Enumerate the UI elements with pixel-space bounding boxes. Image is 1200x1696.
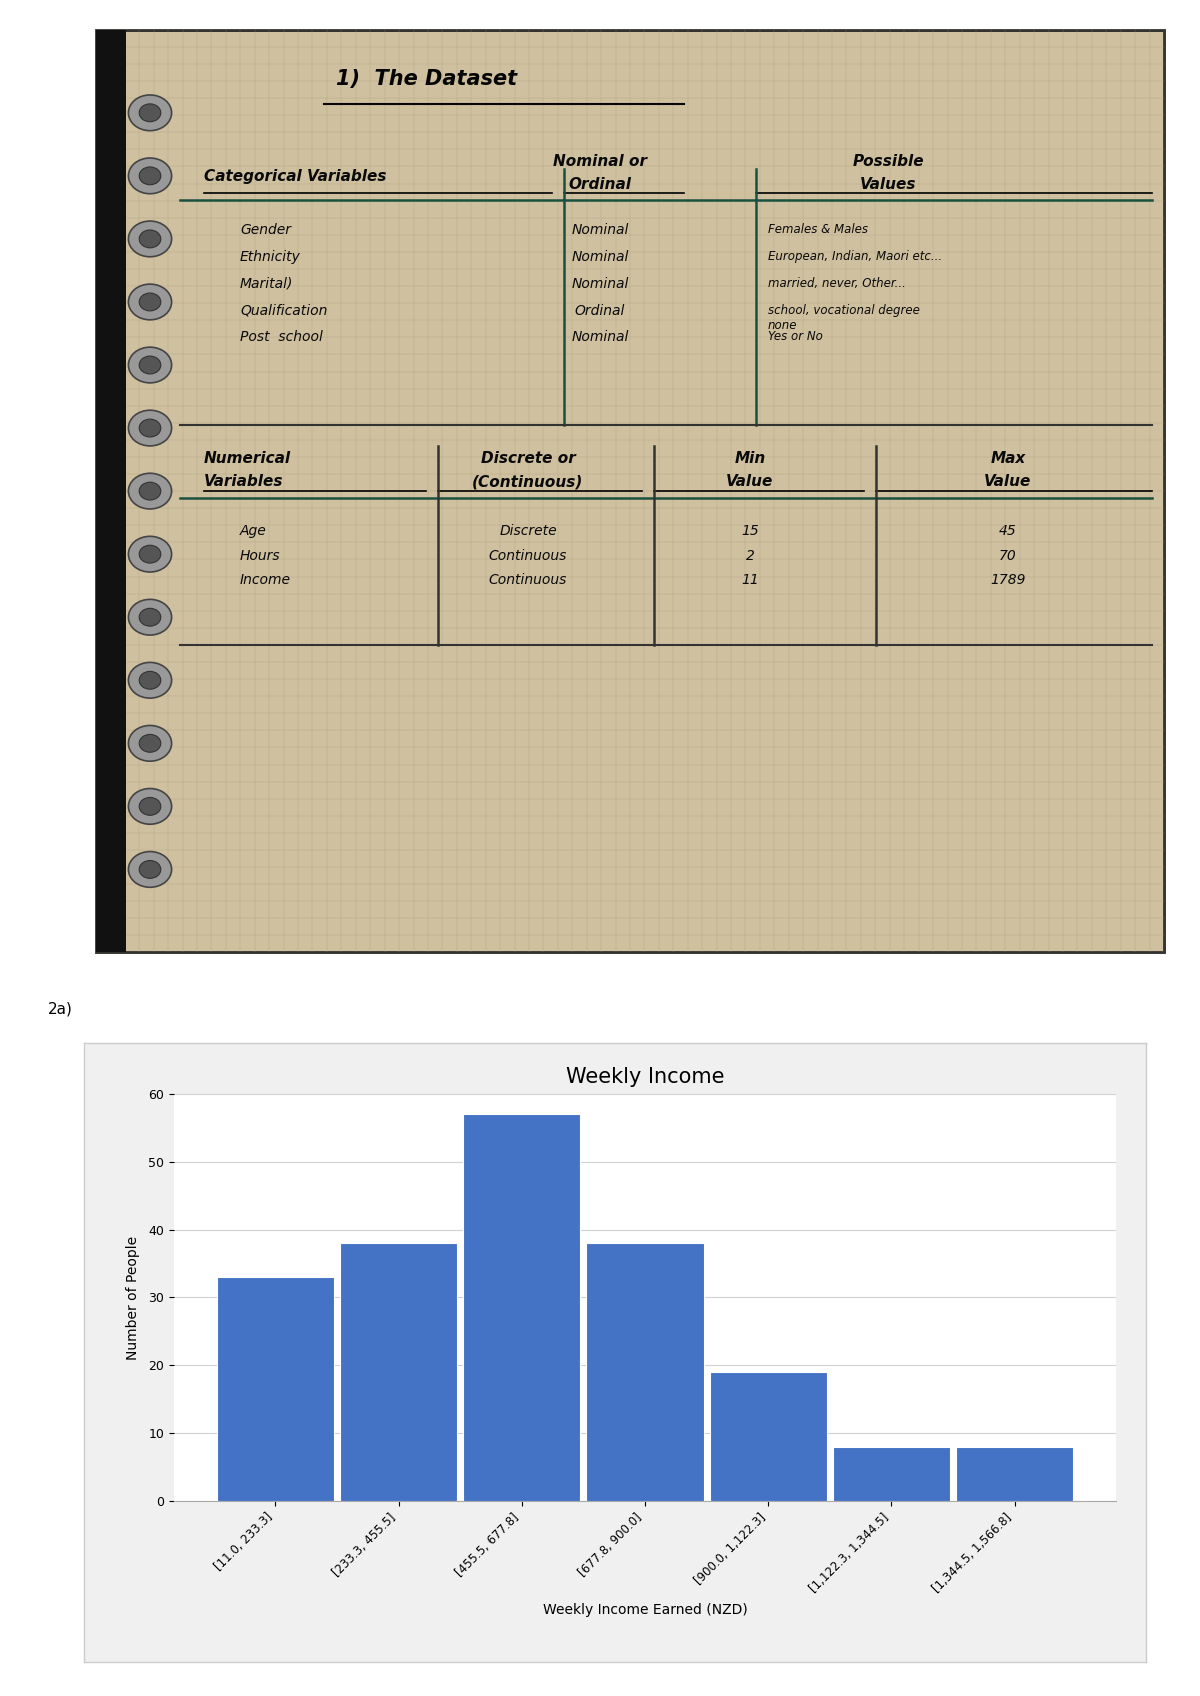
Bar: [463, 1114, 581, 1501]
Text: Females & Males: Females & Males: [768, 224, 868, 236]
Text: 1)  The Dataset: 1) The Dataset: [336, 70, 517, 90]
Circle shape: [139, 544, 161, 563]
Y-axis label: Number of People: Number of People: [126, 1235, 140, 1360]
Text: 1789: 1789: [990, 573, 1026, 587]
Bar: [709, 1372, 827, 1501]
Bar: [587, 1243, 703, 1501]
Text: Marital): Marital): [240, 276, 293, 290]
Bar: [833, 1447, 950, 1501]
Text: Age: Age: [240, 524, 266, 538]
Circle shape: [139, 293, 161, 310]
Bar: [956, 1447, 1073, 1501]
Bar: [217, 1277, 334, 1501]
Circle shape: [139, 609, 161, 626]
Text: married, never, Other...: married, never, Other...: [768, 276, 906, 290]
Circle shape: [128, 410, 172, 446]
Circle shape: [128, 663, 172, 699]
Text: Post  school: Post school: [240, 331, 323, 344]
Text: Values: Values: [859, 176, 917, 192]
Circle shape: [128, 789, 172, 824]
Text: Nominal: Nominal: [571, 276, 629, 290]
Text: Qualification: Qualification: [240, 304, 328, 317]
Title: Weekly Income: Weekly Income: [565, 1067, 725, 1087]
Circle shape: [139, 419, 161, 438]
Text: Min: Min: [734, 451, 766, 466]
Text: Discrete: Discrete: [499, 524, 557, 538]
Text: Income: Income: [240, 573, 292, 587]
Circle shape: [139, 672, 161, 689]
X-axis label: Weekly Income Earned (NZD): Weekly Income Earned (NZD): [542, 1603, 748, 1618]
Text: Yes or No: Yes or No: [768, 331, 823, 343]
Bar: [340, 1243, 457, 1501]
Text: Nominal: Nominal: [571, 224, 629, 237]
Circle shape: [128, 158, 172, 193]
Text: Nominal: Nominal: [571, 249, 629, 265]
Text: 45: 45: [1000, 524, 1016, 538]
Text: Hours: Hours: [240, 550, 281, 563]
Circle shape: [128, 851, 172, 887]
Bar: [96, 31, 1164, 953]
Text: Nominal: Nominal: [571, 331, 629, 344]
Circle shape: [139, 166, 161, 185]
Circle shape: [139, 103, 161, 122]
Text: 2a): 2a): [48, 1002, 73, 1016]
Circle shape: [128, 285, 172, 321]
Text: Categorical Variables: Categorical Variables: [204, 168, 386, 183]
Bar: [96, 31, 126, 953]
Text: 15: 15: [742, 524, 758, 538]
Text: Variables: Variables: [204, 475, 283, 488]
Text: Continuous: Continuous: [488, 550, 568, 563]
Circle shape: [139, 356, 161, 373]
Text: Gender: Gender: [240, 224, 292, 237]
Text: Discrete or: Discrete or: [481, 451, 575, 466]
Circle shape: [139, 797, 161, 816]
Circle shape: [128, 473, 172, 509]
Text: school, vocational degree
none: school, vocational degree none: [768, 304, 920, 332]
Text: Continuous: Continuous: [488, 573, 568, 587]
Text: Ethnicity: Ethnicity: [240, 249, 301, 265]
Text: 70: 70: [1000, 550, 1016, 563]
Text: Value: Value: [984, 475, 1032, 488]
Circle shape: [139, 734, 161, 753]
Text: Numerical: Numerical: [204, 451, 292, 466]
Circle shape: [128, 536, 172, 572]
Text: 2: 2: [745, 550, 755, 563]
Circle shape: [139, 231, 161, 248]
Circle shape: [128, 220, 172, 256]
Text: Nominal or: Nominal or: [553, 154, 647, 170]
Text: 11: 11: [742, 573, 758, 587]
Text: Possible: Possible: [852, 154, 924, 170]
Circle shape: [128, 348, 172, 383]
Circle shape: [128, 95, 172, 131]
Text: Ordinal: Ordinal: [575, 304, 625, 317]
Circle shape: [139, 860, 161, 879]
Text: (Continuous): (Continuous): [473, 475, 583, 488]
Text: European, Indian, Maori etc...: European, Indian, Maori etc...: [768, 249, 942, 263]
Text: Max: Max: [990, 451, 1026, 466]
Circle shape: [128, 599, 172, 634]
Circle shape: [128, 726, 172, 762]
Text: Value: Value: [726, 475, 774, 488]
Circle shape: [139, 482, 161, 500]
Text: Ordinal: Ordinal: [569, 176, 631, 192]
